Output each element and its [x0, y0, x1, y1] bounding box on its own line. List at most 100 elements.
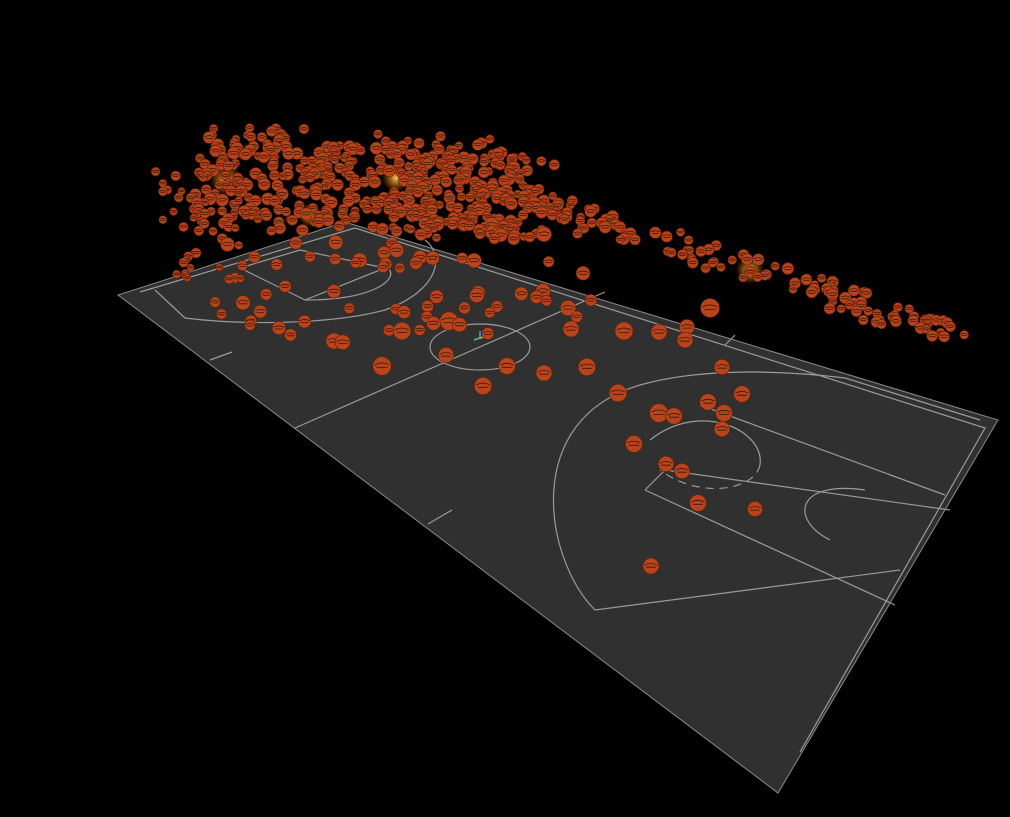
basketball: [389, 242, 404, 258]
basketball: [805, 286, 818, 299]
free-throw-circle-near-dashed: [659, 464, 761, 490]
basketball: [861, 287, 873, 299]
basketball: [289, 236, 303, 250]
basketball: [529, 290, 544, 304]
basketball: [333, 220, 345, 232]
basketball: [172, 269, 181, 279]
basketball: [372, 356, 392, 376]
axis-z: [473, 337, 481, 341]
basketball: [413, 324, 426, 336]
basketball: [642, 557, 660, 575]
basketball: [907, 315, 919, 327]
basketball: [733, 385, 751, 403]
basketball: [298, 123, 310, 135]
basketball: [695, 245, 707, 257]
basketball: [183, 273, 192, 282]
basketball: [458, 301, 471, 315]
basketball: [209, 296, 221, 308]
basketball: [747, 501, 763, 517]
basketball: [220, 237, 235, 252]
basketball: [577, 357, 596, 376]
basketball: [474, 229, 486, 240]
basketball: [495, 159, 506, 171]
basketball: [201, 198, 210, 207]
court-boundary-line: [139, 227, 986, 753]
basketball: [220, 170, 231, 181]
basketball: [699, 393, 717, 411]
basketball: [673, 462, 690, 479]
basketball: [406, 224, 416, 234]
basketball: [278, 171, 288, 181]
basketball: [586, 217, 597, 229]
basketball: [676, 227, 686, 237]
basketball: [409, 256, 423, 270]
basketball: [271, 320, 286, 335]
basketball: [297, 314, 312, 329]
hash-mark: [209, 351, 233, 361]
basketball: [926, 330, 939, 342]
basketball: [224, 274, 235, 285]
basketball: [310, 188, 323, 201]
basketball: [404, 161, 414, 171]
basketball: [575, 266, 591, 281]
basketball: [781, 262, 794, 275]
basketball: [857, 314, 869, 326]
basketball: [269, 195, 281, 207]
basketball: [260, 209, 273, 222]
basketball: [727, 255, 737, 265]
basketball: [368, 175, 382, 189]
basketball: [253, 214, 263, 224]
basketball: [629, 234, 641, 246]
basketball: [343, 302, 355, 314]
basketball: [421, 300, 434, 313]
basketball: [479, 156, 489, 167]
basketball: [330, 155, 340, 165]
basketball: [217, 206, 227, 216]
basketball: [836, 304, 846, 314]
basketball: [542, 256, 555, 268]
court-floor: [116, 221, 999, 794]
basketball: [373, 129, 383, 139]
basketball: [435, 200, 444, 210]
basketball: [584, 294, 597, 307]
basketball: [689, 494, 707, 512]
basketball: [375, 222, 389, 236]
basketball: [425, 251, 440, 266]
basketball: [615, 235, 625, 245]
basketball: [298, 187, 311, 200]
basketball: [847, 284, 860, 297]
basketball: [751, 253, 765, 266]
basketball: [572, 228, 583, 239]
basketball: [158, 215, 168, 224]
basketball: [253, 304, 268, 319]
basketball: [713, 358, 730, 375]
basketball: [454, 184, 465, 194]
basketball: [535, 364, 553, 382]
basketball: [346, 142, 360, 156]
basketball: [208, 226, 218, 236]
basketball: [679, 319, 695, 335]
basketball: [257, 151, 270, 164]
basketball: [413, 137, 425, 149]
basketball: [281, 206, 291, 217]
basketball: [150, 166, 161, 177]
basketball: [178, 221, 189, 232]
basketball: [451, 317, 467, 333]
basketball: [209, 145, 222, 158]
basketball: [435, 131, 446, 142]
basketball: [437, 346, 454, 363]
basketball: [231, 223, 240, 233]
basketball: [234, 189, 242, 197]
basketball: [235, 295, 251, 311]
basketball: [826, 288, 839, 301]
basketball: [536, 226, 552, 242]
basketball: [328, 234, 344, 250]
basketball: [256, 132, 268, 143]
basketball: [377, 261, 390, 273]
basketball: [770, 261, 780, 271]
basketball: [193, 225, 205, 237]
basketball: [844, 300, 855, 310]
basketball: [536, 156, 547, 167]
